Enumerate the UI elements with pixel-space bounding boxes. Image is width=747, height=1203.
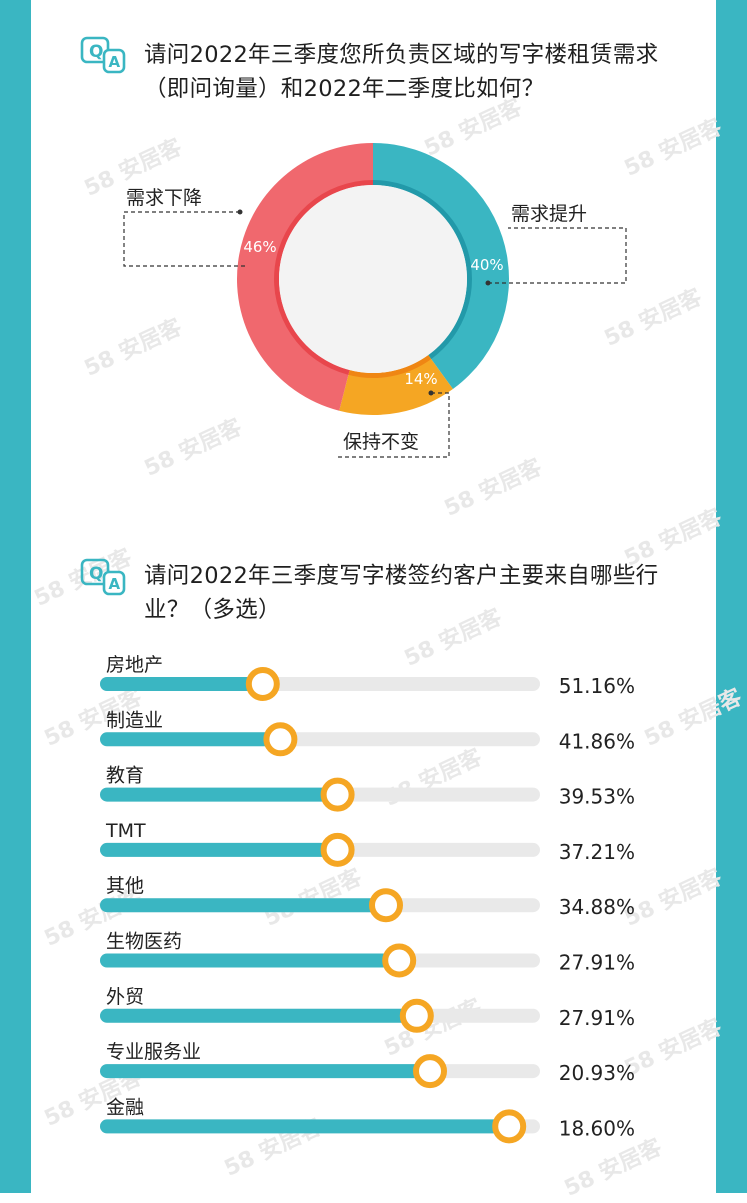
qa-icon: Q A <box>80 36 126 74</box>
bar-category-label: 其他 <box>106 875 144 897</box>
bar-fill <box>100 953 400 968</box>
bar-marker <box>492 1109 527 1144</box>
qa-icon-q: Q <box>89 42 103 62</box>
bar-marker <box>245 667 280 701</box>
slice-category-label: 需求提升 <box>511 203 587 225</box>
bar-marker <box>320 777 355 812</box>
bar-fill <box>100 842 338 857</box>
bar-value-label: 18.60% <box>559 1116 635 1140</box>
bar-category-label: 外贸 <box>106 986 144 1008</box>
bar-category-label: 制造业 <box>106 709 163 731</box>
slice-category-label: 需求下降 <box>126 187 202 209</box>
bar-marker <box>413 1054 447 1089</box>
bar-value-label: 27.91% <box>559 1006 635 1030</box>
bar-marker <box>382 943 417 978</box>
bar-fill <box>100 1008 417 1023</box>
bar-value-label: 20.93% <box>559 1061 635 1085</box>
bar-value-label: 39.53% <box>559 785 635 809</box>
bar-fill <box>100 1064 430 1079</box>
donut-slice <box>339 355 453 415</box>
slice-value-label: 46% <box>243 238 276 256</box>
bar-category-label: 金融 <box>106 1096 144 1118</box>
donut-slice-rim <box>348 355 432 379</box>
bar-category-label: 教育 <box>106 765 144 787</box>
bar-category-label: 专业服务业 <box>106 1041 201 1063</box>
donut-slice <box>373 143 509 390</box>
bar-value-label: 34.88% <box>559 895 635 919</box>
leader-dot <box>485 280 491 286</box>
bar-fill <box>100 787 338 802</box>
slice-value-label: 14% <box>404 370 437 388</box>
slice-value-label: 40% <box>470 256 503 274</box>
left-border <box>0 0 31 1193</box>
bar-value-label: 51.16% <box>559 674 635 698</box>
right-border <box>716 0 747 1193</box>
bar-marker <box>263 722 298 757</box>
leader-line <box>335 392 450 458</box>
bar-category-label: 房地产 <box>106 654 163 676</box>
leader-dot <box>237 209 243 215</box>
bar-value-label: 37.21% <box>559 840 635 864</box>
bar-fill <box>100 1119 510 1134</box>
bar-marker <box>320 832 355 867</box>
qa-icon-a: A <box>109 53 121 71</box>
question-title-1: 请问2022年三季度您所负责区域的写字楼租赁需求（即问询量）和2022年二季度比… <box>144 42 659 102</box>
leader-line <box>123 211 248 267</box>
bar-value-label: 27.91% <box>559 951 635 975</box>
bar-fill <box>100 898 386 913</box>
qa-icon-a: A <box>109 575 121 593</box>
donut-center <box>279 185 467 373</box>
bar-fill <box>100 677 263 691</box>
question-title-2: 请问2022年三季度写字楼签约客户主要来自哪些行业？（多选） <box>144 563 659 623</box>
bar-marker <box>369 888 403 923</box>
bar-category-label: TMT <box>105 820 146 842</box>
bar-category-label: 生物医药 <box>106 931 182 953</box>
leader-line <box>488 227 627 284</box>
bar-marker <box>399 998 434 1033</box>
leader-dot <box>428 390 434 396</box>
bar-value-label: 41.86% <box>559 729 635 753</box>
bar-fill <box>100 732 281 747</box>
qa-icon-q: Q <box>89 564 103 584</box>
donut-slice <box>237 143 373 411</box>
slice-category-label: 保持不变 <box>343 431 419 453</box>
qa-icon: Q A <box>80 558 126 596</box>
